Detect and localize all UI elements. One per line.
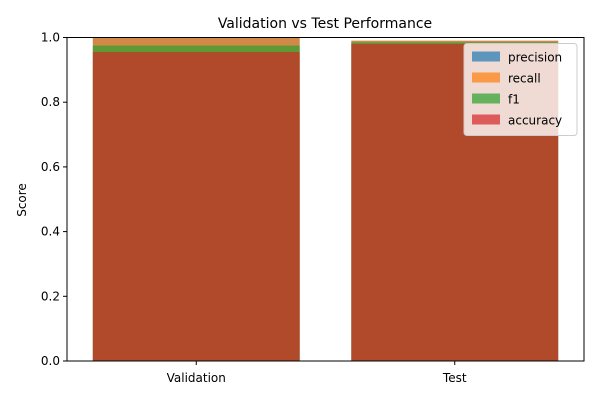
y-tick-label: 0.0 <box>41 354 60 368</box>
legend-label-precision: precision <box>508 51 562 65</box>
x-axis-ticks: Validation Test <box>167 361 467 385</box>
bar-accuracy-validation <box>92 52 300 362</box>
y-tick-label: 0.6 <box>41 160 60 174</box>
legend-swatch-accuracy <box>472 114 500 125</box>
legend: precision recall f1 accuracy <box>463 43 578 136</box>
legend-box <box>463 43 578 136</box>
legend-label-recall: recall <box>508 72 541 86</box>
legend-label-accuracy: accuracy <box>508 114 562 128</box>
y-tick-label: 1.0 <box>41 31 60 45</box>
legend-swatch-f1 <box>472 93 500 104</box>
chart-title: Validation vs Test Performance <box>218 16 432 32</box>
x-tick-label: Test <box>442 371 467 385</box>
x-tick-label: Validation <box>167 371 226 385</box>
y-tick-label: 0.2 <box>41 289 60 303</box>
y-tick-label: 0.8 <box>41 95 60 109</box>
y-tick-label: 0.4 <box>41 225 60 239</box>
legend-label-f1: f1 <box>508 93 520 107</box>
y-axis-ticks: 0.0 0.2 0.4 0.6 0.8 1.0 <box>41 31 67 368</box>
legend-swatch-recall <box>472 72 500 83</box>
y-axis-label: Score <box>15 183 29 217</box>
plot-frame <box>66 37 585 362</box>
legend-swatch-precision <box>472 51 500 62</box>
